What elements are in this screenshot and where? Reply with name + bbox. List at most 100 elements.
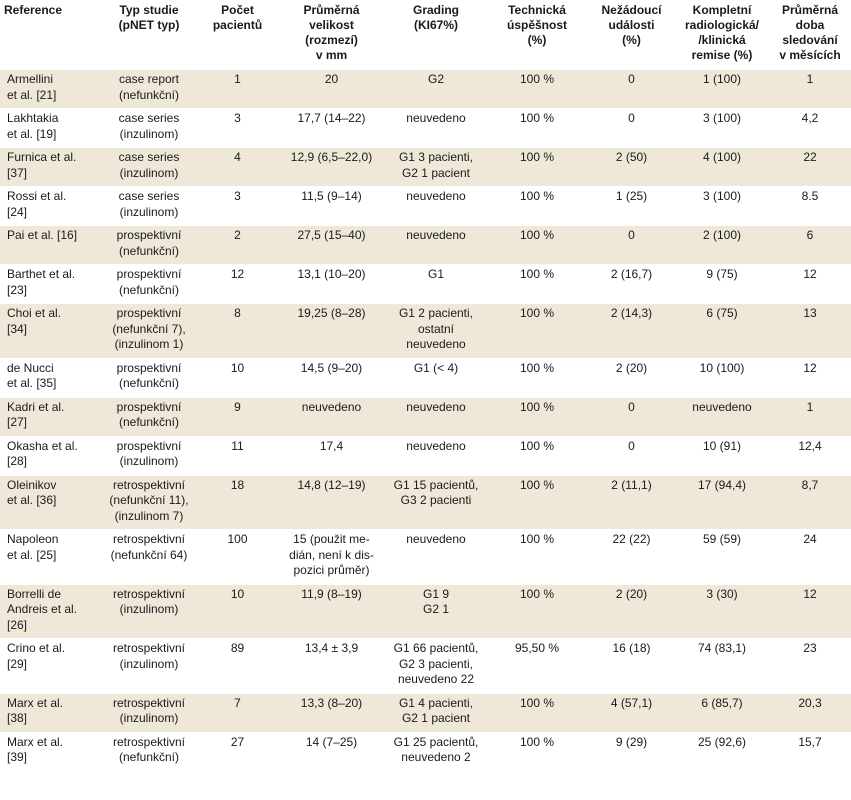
cell-mean-followup: 8.5 bbox=[801, 189, 819, 203]
table-header: Reference Typ studie (pNET typ) Počet paci… bbox=[0, 0, 851, 70]
cell-mean-size: 14,8 (12–19) bbox=[297, 477, 366, 492]
cell-mean-followup: 15,7 bbox=[798, 734, 822, 749]
cell-patient-count: 100 bbox=[227, 532, 248, 546]
cell-adverse-events: 0 bbox=[628, 228, 635, 242]
cell-study-type: retrospektivní (inzulinom) bbox=[112, 586, 186, 617]
cell-study-type: prospektivní (nefunkční 7), (inzulinom 1… bbox=[112, 306, 186, 351]
cell-patient-count: 10 bbox=[230, 586, 245, 601]
cell-grading: G1 4 pacienti, G2 1 pacient bbox=[398, 695, 474, 726]
cell-mean-followup: 1 bbox=[806, 399, 814, 414]
table-row: Armellini et al. [21] case report (nefunk… bbox=[0, 69, 851, 109]
cell-study-type: retrospektivní (nefunkční) bbox=[112, 734, 186, 765]
cell-mean-followup: 12 bbox=[803, 360, 817, 375]
cell-complete-remission: 1 (100) bbox=[702, 72, 742, 86]
table-row: de Nucci et al. [35] prospektivní (nefunk… bbox=[0, 358, 851, 397]
cell-adverse-events: 2 (11,1) bbox=[611, 477, 652, 492]
table-row: Pai et al. [16] prospektivní (nefunkční) 2… bbox=[0, 225, 851, 265]
cell-mean-followup: 1 bbox=[806, 72, 814, 86]
cell-mean-followup: 20,3 bbox=[798, 695, 822, 710]
cell-mean-size: 20 bbox=[324, 72, 339, 86]
table-row: Crino et al. [29] retrospektivní (inzulin… bbox=[0, 638, 851, 693]
cell-reference: Armellini et al. [21] bbox=[7, 72, 57, 102]
cell-reference: Crino et al. [29] bbox=[7, 641, 66, 671]
cell-adverse-events: 0 bbox=[628, 72, 635, 86]
cell-mean-size: 12,9 (6,5–22,0) bbox=[290, 150, 373, 164]
cell-technical-success: 100 % bbox=[519, 438, 555, 453]
cell-reference: Rossi et al. [24] bbox=[7, 189, 67, 219]
cell-technical-success: 100 % bbox=[519, 360, 555, 375]
cell-adverse-events: 2 (16,7) bbox=[610, 267, 653, 281]
cell-grading: G1 (< 4) bbox=[413, 360, 459, 375]
cell-patient-count: 4 bbox=[234, 150, 241, 164]
table-row: Rossi et al. [24] case series (inzulinom)… bbox=[0, 186, 851, 226]
cell-study-type: retrospektivní (nefunkční 64) bbox=[110, 532, 188, 562]
cell-complete-remission: 10 (100) bbox=[699, 360, 745, 375]
cell-grading: neuvedeno bbox=[406, 438, 466, 453]
column-header-study-type: Typ studie (pNET typ) bbox=[100, 0, 198, 70]
cell-adverse-events: 2 (20) bbox=[615, 360, 648, 375]
cell-mean-size: 13,3 (8–20) bbox=[300, 695, 363, 710]
cell-technical-success: 100 % bbox=[519, 150, 555, 164]
cell-complete-remission: 3 (30) bbox=[706, 586, 738, 601]
cell-patient-count: 10 bbox=[230, 360, 245, 375]
cell-grading: neuvedeno bbox=[406, 111, 466, 125]
cell-patient-count: 89 bbox=[230, 641, 245, 655]
cell-study-type: prospektivní (nefunkční) bbox=[116, 228, 182, 258]
cell-technical-success: 100 % bbox=[519, 189, 555, 203]
cell-technical-success: 95,50 % bbox=[514, 641, 560, 655]
cell-adverse-events: 0 bbox=[628, 438, 635, 453]
cell-reference: Marx et al. [39] bbox=[7, 734, 64, 765]
cell-patient-count: 12 bbox=[230, 267, 245, 281]
cell-adverse-events: 0 bbox=[628, 111, 635, 125]
cell-adverse-events: 9 (29) bbox=[615, 734, 648, 749]
cell-adverse-events: 2 (20) bbox=[615, 586, 648, 601]
cell-mean-size: 15 (použit me- dián, není k dis- pozici … bbox=[289, 532, 374, 577]
cell-mean-size: 17,4 bbox=[319, 438, 344, 453]
table-row: Barthet et al. [23] prospektivní (nefunkč… bbox=[0, 264, 851, 304]
cell-study-type: case report (nefunkční) bbox=[118, 72, 180, 102]
cell-technical-success: 100 % bbox=[519, 399, 555, 414]
cell-grading: G1 15 pacientů, G3 2 pacienti bbox=[393, 477, 479, 508]
column-header-grading: Grading (KI67%) bbox=[386, 0, 486, 70]
cell-patient-count: 3 bbox=[234, 111, 241, 125]
cell-reference: de Nucci et al. [35] bbox=[7, 360, 57, 391]
column-header-patient-count: Počet pacientů bbox=[198, 0, 277, 70]
cell-adverse-events: 4 (57,1) bbox=[610, 695, 653, 710]
cell-grading: G1 bbox=[427, 267, 444, 281]
cell-study-type: prospektivní (nefunkční) bbox=[116, 399, 182, 430]
cell-grading: G2 bbox=[427, 72, 444, 86]
cell-patient-count: 8 bbox=[234, 306, 241, 320]
column-header-adverse-events: Nežádoucí události (%) bbox=[588, 0, 675, 70]
cell-technical-success: 100 % bbox=[519, 267, 555, 281]
cell-complete-remission: 6 (85,7) bbox=[701, 695, 743, 710]
cell-grading: G1 3 pacienti, G2 1 pacient bbox=[398, 150, 474, 180]
cell-grading: G1 66 pacientů, G2 3 pacienti, neuvedeno… bbox=[393, 641, 479, 686]
cell-mean-size: 11,9 (8–19) bbox=[301, 586, 362, 601]
cell-mean-size: 13,4 ± 3,9 bbox=[304, 641, 359, 655]
cell-reference: Oleinikov et al. [36] bbox=[7, 477, 57, 508]
cell-technical-success: 100 % bbox=[519, 532, 555, 546]
cell-complete-remission: 4 (100) bbox=[702, 150, 742, 164]
table-row: Marx et al. [38] retrospektivní (inzulino… bbox=[0, 693, 851, 732]
column-header-reference: Reference bbox=[0, 0, 100, 70]
cell-patient-count: 7 bbox=[234, 695, 241, 710]
cell-reference: Barthet et al. [23] bbox=[7, 267, 76, 297]
cell-mean-followup: 12 bbox=[803, 586, 817, 601]
table-row: Napoleon et al. [25] retrospektivní (nefu… bbox=[0, 529, 851, 584]
cell-mean-followup: 8,7 bbox=[801, 477, 819, 492]
cell-technical-success: 100 % bbox=[519, 586, 555, 601]
cell-study-type: case series (inzulinom) bbox=[118, 111, 180, 141]
table-row: Borrelli de Andreis et al. [26] retrospek… bbox=[0, 584, 851, 639]
cell-reference: Lakhtakia et al. [19] bbox=[7, 111, 59, 141]
cell-complete-remission: 74 (83,1) bbox=[697, 641, 747, 655]
cell-reference: Choi et al. [34] bbox=[7, 306, 62, 336]
cell-technical-success: 100 % bbox=[519, 72, 555, 86]
cell-grading: G1 2 pacienti, ostatní neuvedeno bbox=[398, 306, 474, 351]
cell-adverse-events: 0 bbox=[628, 399, 635, 414]
cell-complete-remission: 3 (100) bbox=[702, 111, 742, 125]
cell-mean-followup: 22 bbox=[803, 150, 817, 164]
cell-mean-followup: 13 bbox=[803, 306, 817, 320]
cell-mean-followup: 4,2 bbox=[801, 111, 819, 125]
cell-study-type: prospektivní (inzulinom) bbox=[116, 438, 182, 469]
cell-grading: G1 25 pacientů, neuvedeno 2 bbox=[393, 734, 479, 765]
